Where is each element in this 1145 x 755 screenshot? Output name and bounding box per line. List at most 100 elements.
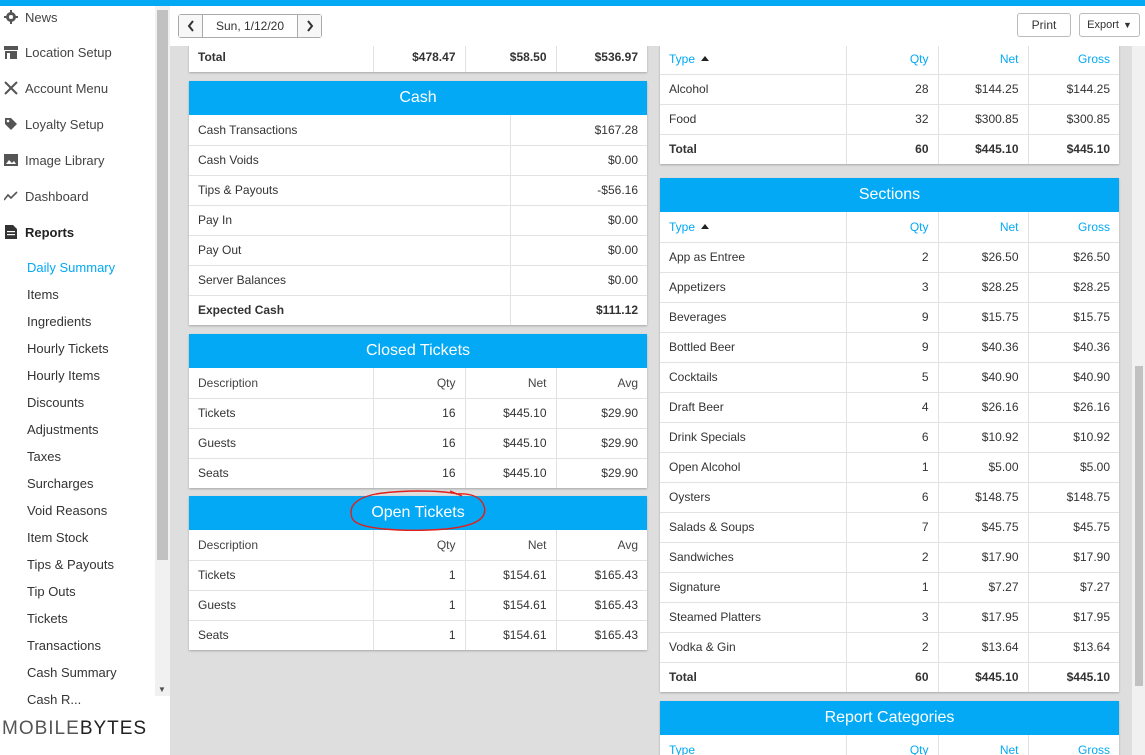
utensils-icon bbox=[3, 80, 19, 96]
card-title: Cash bbox=[189, 81, 647, 115]
report-item-items[interactable]: Items bbox=[27, 287, 59, 302]
report-item-cash-r[interactable]: Cash R... bbox=[27, 692, 82, 707]
table-row: Open Alcohol 1 $5.00 $5.00 bbox=[660, 452, 1119, 483]
report-item-ingredients[interactable]: Ingredients bbox=[27, 314, 92, 329]
table-header-row: Type Qty Net Gross bbox=[660, 212, 1119, 243]
report-item-item-stock[interactable]: Item Stock bbox=[27, 530, 89, 545]
sort-column-net[interactable]: Net bbox=[937, 212, 1028, 243]
sidebar-scrollbar[interactable]: ▼ bbox=[155, 6, 170, 696]
table-row: Cash Voids $0.00 bbox=[189, 145, 647, 176]
table-row: Salads & Soups 7 $45.75 $45.75 bbox=[660, 512, 1119, 543]
store-icon bbox=[3, 44, 19, 60]
main-scrollbar[interactable] bbox=[1132, 46, 1145, 755]
report-item-tips-payouts[interactable]: Tips & Payouts bbox=[27, 557, 114, 572]
table-row: Oysters 6 $148.75 $148.75 bbox=[660, 482, 1119, 513]
table-row: Total $478.47 $58.50 $536.97 bbox=[189, 46, 647, 72]
table-header-row: Description Qty Net Avg bbox=[189, 368, 647, 399]
sidebar-item-reports[interactable]: Reports bbox=[0, 214, 155, 250]
report-item-tickets[interactable]: Tickets bbox=[27, 611, 68, 626]
sort-column-gross[interactable]: Gross bbox=[1027, 212, 1119, 243]
table-row: Vodka & Gin 2 $13.64 $13.64 bbox=[660, 632, 1119, 663]
chevron-left-icon bbox=[187, 20, 194, 32]
table-row: Total 60 $445.10 $445.10 bbox=[660, 134, 1119, 164]
file-icon bbox=[3, 224, 19, 240]
table-row: Beverages 9 $15.75 $15.75 bbox=[660, 302, 1119, 333]
report-item-hourly-tickets[interactable]: Hourly Tickets bbox=[27, 341, 109, 356]
table-row: Food 32 $300.85 $300.85 bbox=[660, 104, 1119, 135]
sidebar-item-label: Account Menu bbox=[25, 80, 109, 96]
table-row: Seats 16 $445.10 $29.90 bbox=[189, 458, 647, 488]
sidebar-item-label: News bbox=[25, 9, 58, 25]
table-row: Drink Specials 6 $10.92 $10.92 bbox=[660, 422, 1119, 453]
report-categories-card: Report Categories Type Qty Net Gross bbox=[660, 701, 1119, 755]
table-row: Seats 1 $154.61 $165.43 bbox=[189, 620, 647, 650]
sidebar-item-label: Dashboard bbox=[25, 188, 89, 204]
table-row: Tips & Payouts -$56.16 bbox=[189, 175, 647, 206]
table-row: App as Entree 2 $26.50 $26.50 bbox=[660, 242, 1119, 273]
table-row: Steamed Platters 3 $17.95 $17.95 bbox=[660, 602, 1119, 633]
sidebar-item-loyalty-setup[interactable]: Loyalty Setup bbox=[0, 106, 155, 142]
table-header-row: Type Qty Net Gross bbox=[660, 46, 1119, 75]
sort-column-type[interactable]: Type bbox=[660, 212, 846, 243]
report-item-tip-outs[interactable]: Tip Outs bbox=[27, 584, 76, 599]
sidebar-scrollbar-thumb[interactable] bbox=[157, 10, 168, 560]
sort-ascending-icon bbox=[701, 224, 710, 230]
report-item-hourly-items[interactable]: Hourly Items bbox=[27, 368, 100, 383]
date-label[interactable]: Sun, 1/12/20 bbox=[215, 19, 285, 33]
brand-logo: MOBILEBYTES bbox=[0, 712, 170, 755]
sidebar-item-location-setup[interactable]: Location Setup bbox=[0, 34, 155, 70]
card-title: Open Tickets bbox=[189, 496, 647, 530]
previous-day-button[interactable] bbox=[179, 15, 203, 37]
tag-icon bbox=[3, 116, 19, 132]
image-icon bbox=[3, 152, 19, 168]
report-item-void-reasons[interactable]: Void Reasons bbox=[27, 503, 108, 518]
table-row: Guests 1 $154.61 $165.43 bbox=[189, 590, 647, 621]
table-row: Pay In $0.00 bbox=[189, 205, 647, 236]
sidebar-nav: News Location Setup Account Menu Loyalty… bbox=[0, 6, 155, 713]
scroll-down-arrow-icon[interactable]: ▼ bbox=[158, 685, 166, 694]
report-item-taxes[interactable]: Taxes bbox=[27, 449, 61, 464]
table-row: Tickets 1 $154.61 $165.43 bbox=[189, 560, 647, 591]
report-content: Total $478.47 $58.50 $536.97 Cash Cash T… bbox=[170, 46, 1132, 755]
table-row: Signature 1 $7.27 $7.27 bbox=[660, 572, 1119, 603]
export-button[interactable]: Export ▼ bbox=[1079, 13, 1140, 37]
sidebar-item-account-menu[interactable]: Account Menu bbox=[0, 70, 155, 106]
report-item-cash-summary[interactable]: Cash Summary bbox=[27, 665, 117, 680]
table-row: Cash Transactions $167.28 bbox=[189, 115, 647, 146]
print-button[interactable]: Print bbox=[1017, 13, 1071, 37]
table-row: Server Balances $0.00 bbox=[189, 265, 647, 296]
sort-column-gross[interactable]: Gross bbox=[1027, 46, 1119, 75]
table-row: Cocktails 5 $40.90 $40.90 bbox=[660, 362, 1119, 393]
date-navigator: Sun, 1/12/20 bbox=[178, 14, 322, 38]
top-accent-bar bbox=[0, 0, 1145, 6]
sidebar-item-image-library[interactable]: Image Library bbox=[0, 142, 155, 178]
table-header-row: Description Qty Net Avg bbox=[189, 530, 647, 561]
sidebar-item-label: Loyalty Setup bbox=[25, 116, 104, 132]
sidebar-item-news[interactable]: News bbox=[0, 6, 155, 34]
report-item-daily-summary[interactable]: Daily Summary bbox=[27, 260, 116, 275]
table-row: Tickets 16 $445.10 $29.90 bbox=[189, 398, 647, 429]
table-row: Alcohol 28 $144.25 $144.25 bbox=[660, 74, 1119, 105]
types-card: Type Qty Net Gross Alcohol 28 $144.25 $144.… bbox=[660, 46, 1119, 164]
report-item-surcharges[interactable]: Surcharges bbox=[27, 476, 94, 491]
table-row: Appetizers 3 $28.25 $28.25 bbox=[660, 272, 1119, 303]
sort-column-net[interactable]: Net bbox=[937, 46, 1028, 75]
report-item-discounts[interactable]: Discounts bbox=[27, 395, 85, 410]
sort-column-qty[interactable]: Qty bbox=[845, 46, 938, 75]
sort-column-type[interactable]: Type bbox=[660, 46, 846, 75]
sidebar-item-label: Image Library bbox=[25, 152, 105, 168]
sort-column-qty[interactable]: Qty bbox=[845, 212, 938, 243]
sections-card: Sections Type Qty Net Gross App as Entre… bbox=[660, 178, 1119, 692]
main-scrollbar-thumb[interactable] bbox=[1135, 366, 1143, 686]
report-item-adjustments[interactable]: Adjustments bbox=[27, 422, 99, 437]
table-row: Pay Out $0.00 bbox=[189, 235, 647, 266]
table-row: Expected Cash $111.12 bbox=[189, 295, 647, 325]
next-day-button[interactable] bbox=[297, 15, 321, 37]
sort-ascending-icon bbox=[701, 56, 710, 62]
sidebar-item-label: Location Setup bbox=[25, 44, 112, 60]
caret-down-icon: ▼ bbox=[1122, 20, 1132, 30]
table-header-row: Type Qty Net Gross bbox=[660, 735, 1119, 755]
sidebar-item-dashboard[interactable]: Dashboard bbox=[0, 178, 155, 214]
sidebar: News Location Setup Account Menu Loyalty… bbox=[0, 6, 170, 755]
report-item-transactions[interactable]: Transactions bbox=[27, 638, 101, 653]
